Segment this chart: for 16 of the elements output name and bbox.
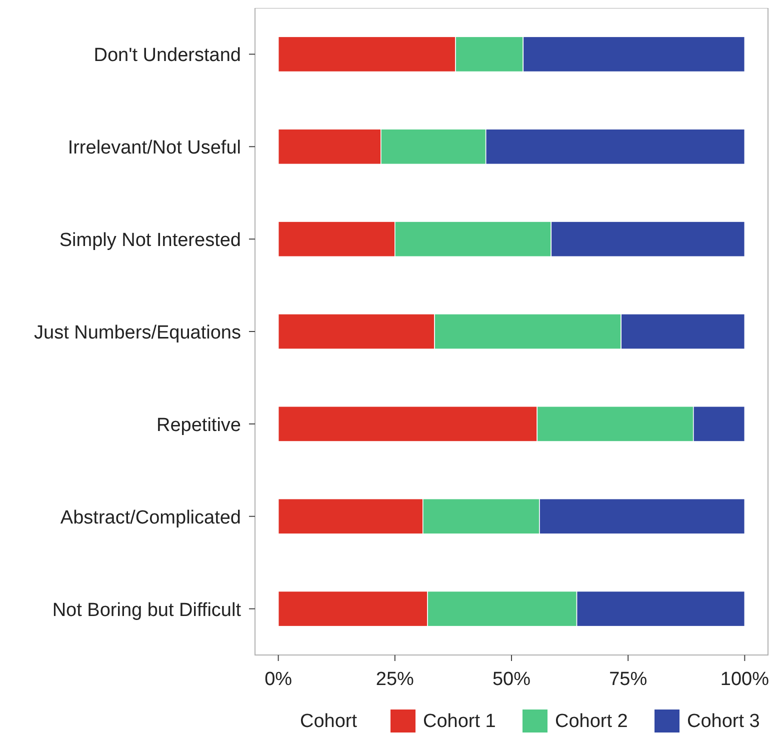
legend-label: Cohort 1 bbox=[423, 711, 496, 732]
x-tick-label: 75% bbox=[609, 669, 648, 690]
y-tick-label: Don't Understand bbox=[94, 45, 241, 66]
y-tick-label: Abstract/Complicated bbox=[60, 507, 241, 528]
y-tick-label: Just Numbers/Equations bbox=[34, 322, 241, 344]
y-tick-label: Simply Not Interested bbox=[59, 230, 241, 252]
legend-label: Cohort 2 bbox=[555, 711, 628, 732]
y-tick-label: Irrelevant/Not Useful bbox=[68, 138, 241, 159]
x-tick-label: 0% bbox=[264, 669, 292, 690]
legend-title: Cohort bbox=[300, 711, 358, 732]
x-tick-label: 100% bbox=[720, 669, 770, 690]
x-tick-label: 50% bbox=[492, 669, 531, 690]
legend-label: Cohort 3 bbox=[687, 711, 760, 732]
x-tick-label: 25% bbox=[376, 669, 414, 690]
y-tick-label: Repetitive bbox=[156, 414, 241, 436]
y-tick-label: Not Boring but Difficult bbox=[52, 600, 242, 621]
